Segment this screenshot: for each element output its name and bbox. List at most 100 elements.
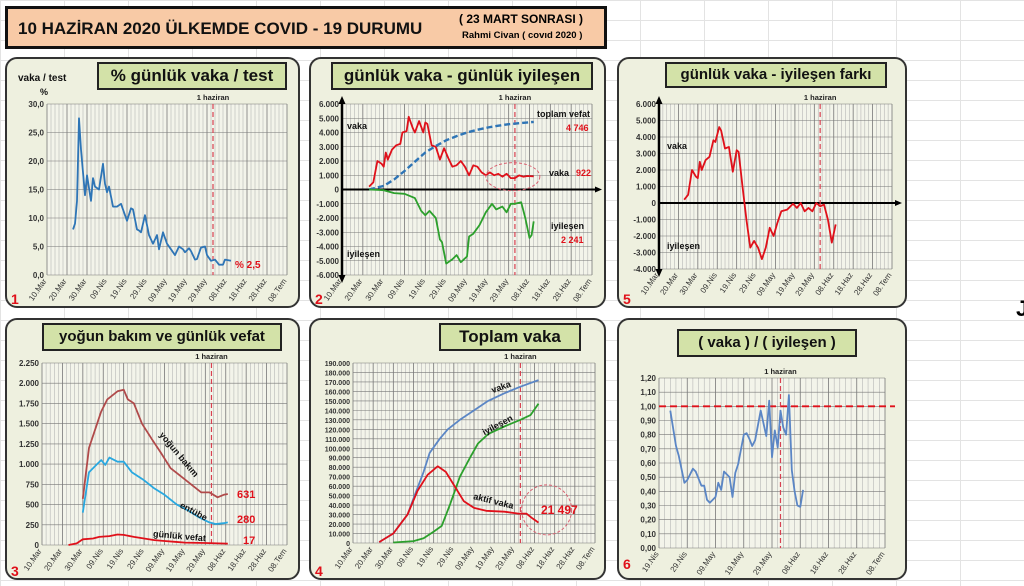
aktif-vaka-value: 21 497 [541,503,578,517]
y-tick-label: 1.500 [19,420,40,429]
y-tick-label: 50.000 [329,494,351,501]
x-tick-label: 09.May [453,545,475,572]
series-line-fark [683,126,837,261]
chart-svg: 0,0 5,0 10,0 15,0 20,0 25,0 30,0 10.Mar20.Mar30… [27,93,289,304]
y-tick-label: 160.000 [325,389,350,396]
x-tick-label: 08.Haz [780,550,802,576]
chart-number: 5 [623,291,631,307]
x-tick-label: 19.May [164,547,186,574]
x-tick-label: 29.Nis [125,547,145,571]
x-tick-label: 08.Tem [574,545,597,572]
chart-panel-vaka-test: 0,0 5,0 10,0 15,0 20,0 25,0 30,0 10.Mar 20.Mar 30… [5,57,300,308]
x-tick-label: 28.Haz [246,547,268,573]
x-tick-label: 08.Haz [514,545,536,571]
annotation-iyilesen: iyileşen [347,249,381,259]
x-tick-label: 08.Tem [266,277,289,304]
y-tick-label: -4.000 [316,243,339,252]
x-tick-label: 10.Mar [322,277,344,303]
x-tick-label: 19.Nis [407,277,427,301]
chart-number: 4 [315,563,323,579]
annotation-iyilesen: iyileşen [667,241,701,251]
y-tick-label: 1.000 [636,183,657,192]
x-tick-label: 29.May [794,271,816,298]
y-tick-label: 1.000 [19,460,40,469]
page-title: 10 HAZİRAN 2020 ÜLKEMDE COVID - 19 DURUM… [18,19,423,38]
x-tick-label: 19.Nis [105,547,125,571]
end-value-label: % 2,5 [235,260,261,271]
series-line-g-nl-k-vefat [68,533,228,546]
x-tick-label: 19.Nis [640,550,660,574]
axis-arrow-icon [655,96,663,104]
x-tick-label: 28.Haz [555,545,577,571]
x-tick-label: 09.May [144,547,166,574]
y-tick-label: 6.000 [319,100,340,109]
x-tick-label: 29.May [488,277,510,304]
x-tick-label: 29.May [186,277,208,304]
chart-title: günlük vaka - günlük iyileşen [331,62,593,90]
header-banner: 10 HAZİRAN 2020 ÜLKEMDE COVID - 19 DURUM… [5,6,607,49]
x-tick-label: 19.Nis [108,277,128,301]
iyilesen-value: 2 241 [561,235,584,245]
y-tick-label: 20,0 [28,157,44,166]
y-tick-label: 0,80 [640,431,656,440]
y-tick-label: 5,0 [33,243,45,252]
y-tick-label: 0,0 [33,271,45,280]
chart-svg: 0,00 0,10 0,20 0,30 0,40 0,50 0,60 0,70 0,80 0,90… [640,367,895,577]
marker-label: 1 haziran [499,93,532,102]
series-line-vaka-test [72,117,232,266]
y-tick-label: 0,90 [640,417,656,426]
yogun-bakim-value: 631 [237,489,256,501]
x-tick-label: 29.Nis [128,277,148,301]
y-tick-label: 10.000 [329,532,351,539]
x-tick-label: 09.Nis [699,271,719,295]
x-tick-label: 30.Mar [364,277,386,303]
chart-title: günlük vaka - iyileşen farkı [665,62,887,88]
x-tick-label: 30.Mar [678,271,700,297]
y-tick-label: 0 [652,199,657,208]
y-tick-label: 5.000 [319,114,340,123]
x-tick-label: 10.Mar [22,547,44,573]
x-tick-label: 29.May [751,550,773,577]
x-tick-label: 19.May [774,271,796,298]
x-tick-label: 09.May [446,277,468,304]
series-line-vaka [368,115,534,188]
y-tick-label: 70.000 [329,475,351,482]
y-tick-label: 2.000 [319,157,340,166]
y-tick-label: 500 [26,501,40,510]
y-tick-label: -3.000 [316,228,339,237]
x-tick-label: 09.Nis [386,277,406,301]
y-tick-label: 60.000 [329,484,351,491]
y-tick-label: 0 [346,541,350,548]
x-tick-label: 20.Mar [47,277,69,303]
x-tick-label: 20.Mar [343,277,365,303]
annotation-vaka-end: vaka [549,168,570,178]
x-tick-label: 29.Nis [669,550,689,574]
y-tick-label: 0,00 [640,544,656,553]
y-tick-label: 25,0 [28,129,44,138]
chart-title: Toplam vaka [439,323,581,351]
y-tick-label: 130.000 [325,418,350,425]
chart-number: 2 [315,291,323,307]
marker-label: 1 haziran [804,93,837,102]
y-tick-label: 4.000 [319,129,340,138]
chart-svg: 0 250 500 750 1.000 1.250 1.500 1.750 2.000 2.250… [19,352,289,574]
y-tick-label: 180.000 [325,370,350,377]
y-tick-label: 190.000 [325,361,350,368]
x-tick-label: 08.Tem [266,547,289,574]
y-tick-label: 30.000 [329,513,351,520]
y-tick-label: 0,50 [640,473,656,482]
header-author: Rahmi Civan ( covıd 2020 ) [462,30,583,41]
y-tick-label: 110.000 [325,437,350,444]
chart-panel-vaka-iyilesen-orani: 0,00 0,10 0,20 0,30 0,40 0,50 0,60 0,70 0,80 0,90… [617,318,907,580]
x-tick-label: 28.Haz [551,277,573,303]
y-tick-label: 1.000 [319,171,340,180]
y-tick-label: 5.000 [636,117,657,126]
marker-label: 1 haziran [504,352,537,361]
annotation-iyilesen-end: iyileşen [551,221,585,231]
header-subtitle: ( 23 MART SONRASI ) [459,12,584,26]
x-tick-label: 08.Haz [205,547,227,573]
x-tick-label: 18.Haz [534,545,556,571]
x-tick-label: 18.Haz [227,277,249,303]
y-tick-label: 250 [26,521,40,530]
x-tick-label: 19.Nis [718,271,738,295]
